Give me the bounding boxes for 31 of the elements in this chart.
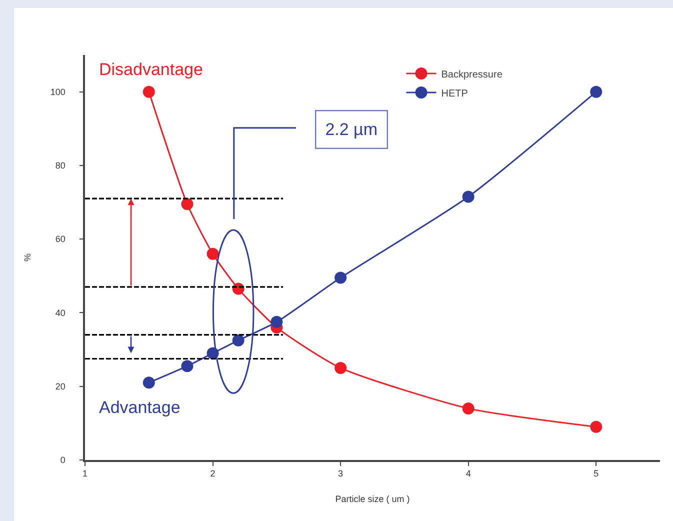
x-axis-title: Particle size ( um ) [335,494,410,504]
x-tick-label: 3 [338,468,344,479]
point [462,190,474,203]
point [206,248,219,260]
annotation: 2.2 µm [325,120,378,140]
y-tick-label: 80 [55,160,66,171]
y-tick-label: 100 [50,86,66,97]
y-tick-label: 20 [55,382,66,392]
point [270,316,283,328]
x-tick-label: 2 [210,468,216,479]
point [334,362,347,374]
y-tick-label: 60 [55,234,66,244]
point [142,376,155,389]
point [334,272,347,284]
point [142,86,155,98]
annotation: Advantage [99,398,180,417]
x-tick-label: 5 [594,468,599,479]
point [590,86,602,98]
point [590,420,602,433]
point [232,334,244,346]
point [181,360,194,372]
point [462,402,474,414]
x-tick-label: 1 [82,468,88,479]
annotation: Disadvantage [99,60,203,79]
legend-label: HETP [441,88,468,100]
legend-label: Backpressure [441,69,503,80]
x-tick-label: 4 [466,468,471,479]
y-tick-label: 40 [55,308,66,318]
y-tick-label: 0 [60,455,66,466]
point [181,198,194,210]
y-axis-title: % [22,253,32,262]
